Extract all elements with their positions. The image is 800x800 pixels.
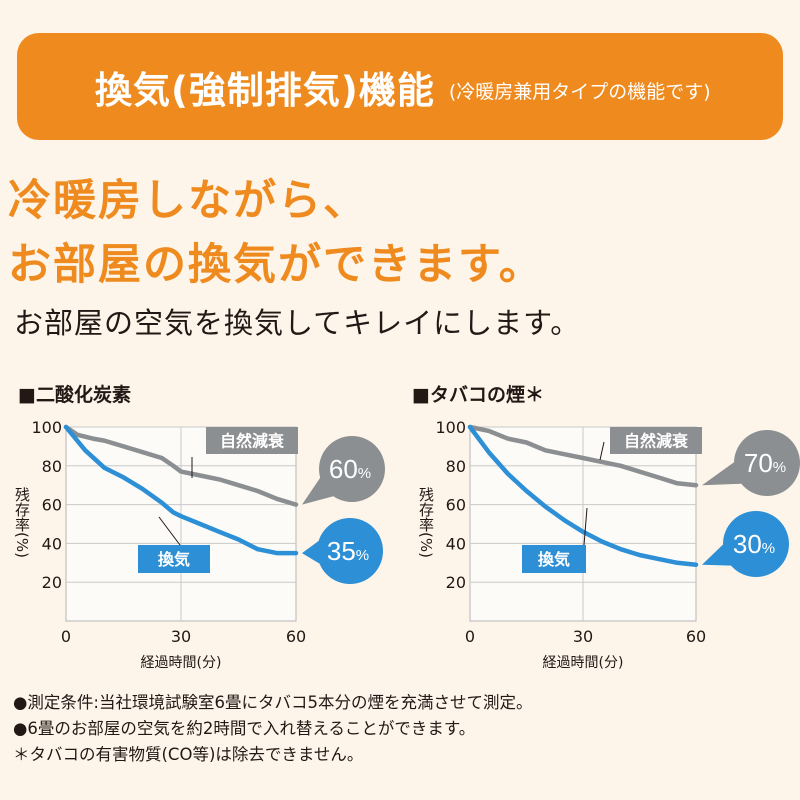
chart2-title: ■タバコの煙＊ bbox=[412, 384, 544, 406]
value-bubble bbox=[734, 430, 800, 496]
y-tick-label: 20 bbox=[42, 573, 62, 592]
series-line-natural bbox=[63, 424, 299, 507]
x-tick-label: 60 bbox=[286, 627, 306, 646]
x-tick-label: 0 bbox=[61, 627, 71, 646]
y-tick-label: 60 bbox=[42, 496, 62, 515]
chart1-title: ■二酸化炭素 bbox=[18, 384, 131, 406]
series-line-ventilation bbox=[63, 424, 299, 556]
y-tick-label: 100 bbox=[435, 418, 466, 437]
value-bubble bbox=[723, 511, 789, 577]
subline: お部屋の空気を換気してキレイにします。 bbox=[14, 306, 581, 340]
series-tag bbox=[206, 427, 298, 454]
series-tag-label: 自然減衰 bbox=[220, 432, 285, 451]
series-line-ventilation bbox=[467, 424, 699, 567]
bubble-pointer bbox=[302, 541, 320, 564]
x-axis-label: 経過時間(分) bbox=[141, 655, 222, 671]
series-tag bbox=[138, 545, 210, 573]
value-bubble-label: 35% bbox=[327, 536, 369, 566]
y-tick-label: 80 bbox=[42, 457, 62, 476]
value-bubble-label: 70% bbox=[744, 448, 786, 478]
y-tick-label: 80 bbox=[446, 457, 466, 476]
y-tick-label: 100 bbox=[31, 418, 62, 437]
banner-subtitle: (冷暖房兼用タイプの機能です) bbox=[448, 81, 711, 103]
y-tick-label: 20 bbox=[446, 573, 466, 592]
x-axis-label: 経過時間(分) bbox=[543, 655, 624, 671]
note-item: ●測定条件:当社環境試験室6畳にタバコ5本分の煙を充満させて測定。 bbox=[13, 693, 533, 712]
series-tag bbox=[522, 545, 586, 573]
notes: ●測定条件:当社環境試験室6畳にタバコ5本分の煙を充満させて測定。 ●6畳のお部… bbox=[13, 690, 532, 768]
x-tick-label: 60 bbox=[686, 627, 706, 646]
value-bubble bbox=[319, 436, 385, 502]
y-axis-label: 残存率(%) bbox=[417, 487, 435, 558]
note-item: ●6畳のお部屋の空気を約2時間で入れ替えることができます。 bbox=[13, 719, 476, 738]
y-axis-label: 残存率(%) bbox=[13, 487, 31, 558]
note-item: ＊タバコの有害物質(CO等)は除去できません。 bbox=[13, 745, 364, 764]
x-tick-label: 0 bbox=[465, 627, 475, 646]
leader-line bbox=[599, 441, 605, 461]
value-bubble-label: 60% bbox=[329, 454, 371, 484]
value-bubble bbox=[317, 518, 383, 584]
y-tick-label: 40 bbox=[446, 534, 466, 553]
value-bubble-label: 30% bbox=[733, 529, 775, 559]
series-tag-label: 換気 bbox=[158, 550, 190, 569]
y-tick-label: 60 bbox=[446, 496, 466, 515]
headline-line1: 冷暖房しながら、 bbox=[8, 176, 368, 226]
leader-line bbox=[158, 516, 181, 546]
headline-line2: お部屋の換気ができます。 bbox=[8, 240, 544, 290]
y-tick-label: 40 bbox=[42, 534, 62, 553]
leader-line bbox=[583, 507, 588, 546]
banner-title: 換気(強制排気)機能 bbox=[95, 68, 435, 112]
feature-banner: 換気(強制排気)機能 (冷暖房兼用タイプの機能です) bbox=[17, 33, 783, 140]
x-tick-label: 30 bbox=[171, 627, 191, 646]
series-line-natural bbox=[467, 424, 699, 488]
bubble-pointer bbox=[302, 477, 334, 505]
bubble-pointer bbox=[702, 462, 742, 486]
series-tag bbox=[610, 427, 702, 454]
series-tag-label: 自然減衰 bbox=[624, 432, 689, 451]
series-tag-label: 換気 bbox=[538, 550, 570, 569]
x-tick-label: 30 bbox=[573, 627, 593, 646]
